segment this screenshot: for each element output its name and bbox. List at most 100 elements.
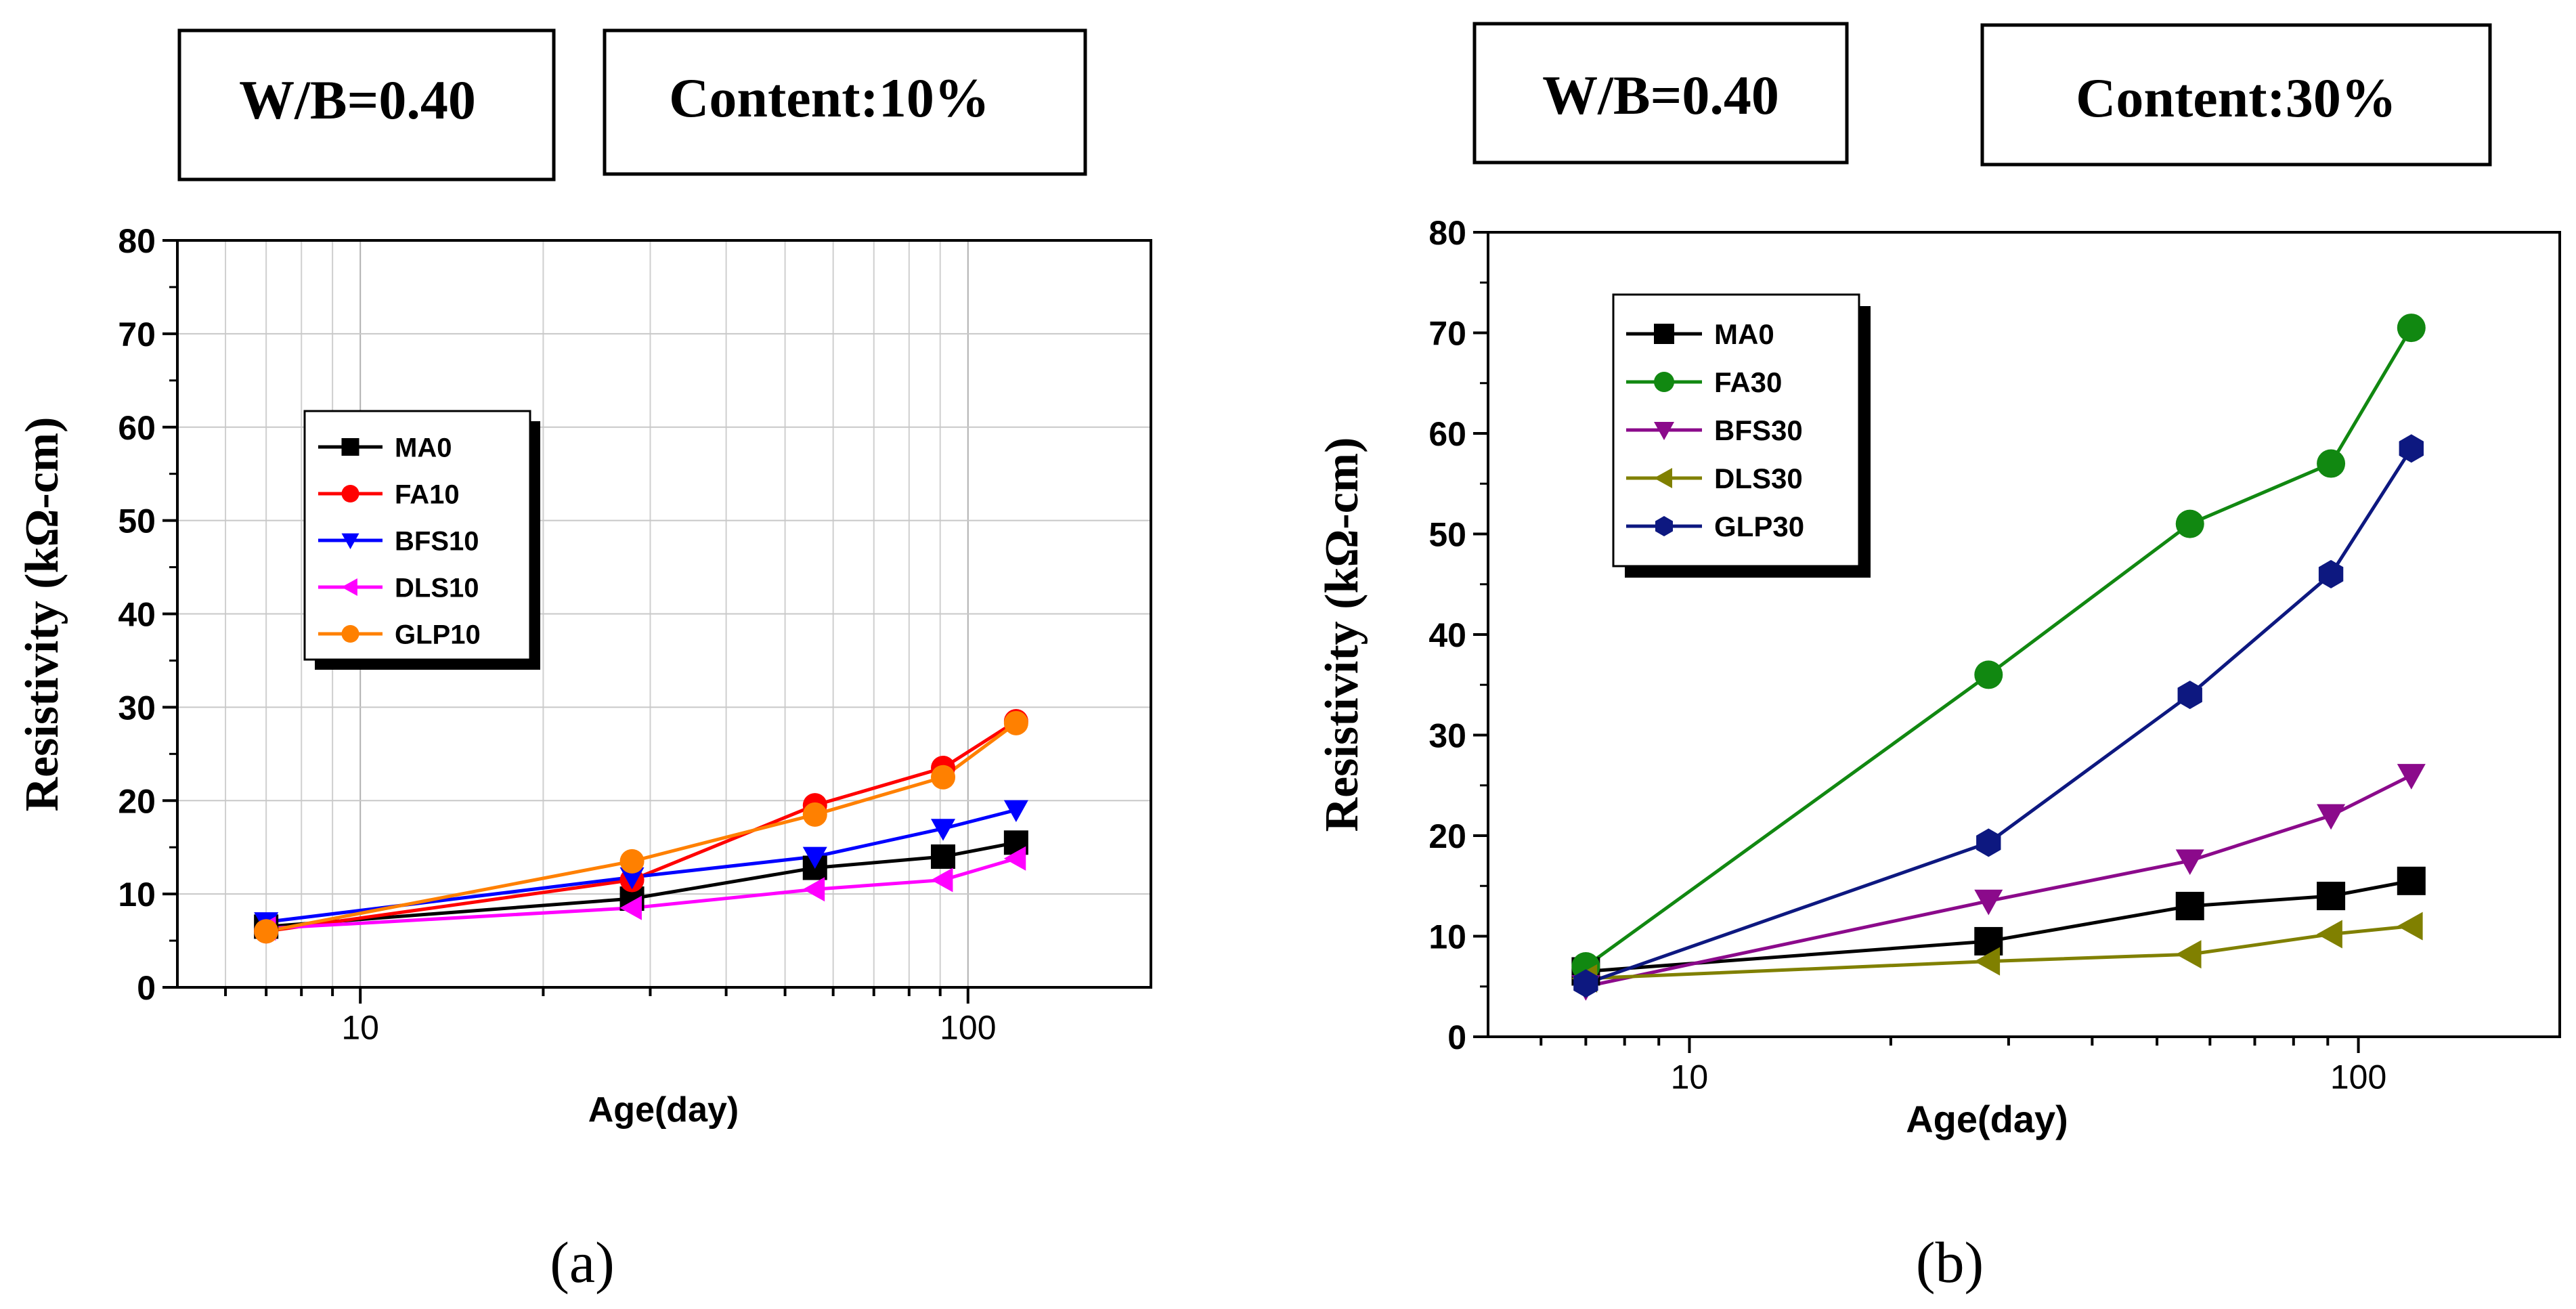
data-point-dls10 — [619, 895, 642, 920]
data-point-glp30 — [1976, 828, 2001, 857]
y-tick-label: 30 — [118, 689, 156, 727]
data-point-dls30 — [1974, 947, 2001, 976]
x-tick-label: 100 — [2330, 1058, 2386, 1096]
data-point-dls30 — [2397, 911, 2423, 941]
legend-label-ma0: MA0 — [395, 433, 452, 463]
legend-marker-dls10 — [341, 578, 357, 596]
ticks-a: 0 10 20 30 40 50 60 70 80 10 100 — [118, 222, 996, 1047]
legend-label-bfs10: BFS10 — [395, 526, 479, 556]
x-axis-label-a: Age(day) — [588, 1090, 739, 1130]
data-point-dls10 — [802, 877, 825, 902]
legend-marker-ma0 — [1654, 324, 1674, 344]
legend-items-b: MA0 FA30 BFS30 DLS30 GLP30 — [1626, 318, 1804, 542]
legend-marker-glp10 — [341, 625, 359, 643]
y-tick-label: 40 — [118, 596, 156, 634]
data-point-glp30 — [1573, 969, 1598, 998]
y-tick-label: 60 — [1428, 415, 1466, 453]
content-text-a: Content:10% — [669, 67, 990, 129]
wb-box-b — [1472, 22, 1849, 165]
legend-label-bfs30: BFS30 — [1714, 414, 1803, 446]
data-point-bfs10 — [931, 819, 956, 841]
data-point-glp10 — [931, 765, 956, 790]
y-tick-label: 30 — [1428, 717, 1466, 755]
legend-b: MA0 FA30 BFS30 DLS30 GLP30 — [1612, 293, 1871, 578]
legend-marker-glp30 — [1655, 516, 1673, 536]
data-point-ma0 — [2397, 866, 2426, 895]
y-tick-label: 20 — [1428, 817, 1466, 855]
x-tick-label: 100 — [940, 1009, 996, 1047]
content-box-a — [603, 28, 1087, 176]
data-point-glp30 — [2318, 559, 2344, 588]
data-point-dls10 — [931, 867, 953, 893]
x-axis-label-b: Age(day) — [1906, 1098, 2068, 1140]
legend-marker-ma0 — [341, 438, 359, 456]
y-tick-label: 70 — [1428, 315, 1466, 353]
y-tick-label: 50 — [118, 502, 156, 540]
legend-a: MA0 FA10 BFS10 DLS10 GLP10 — [303, 410, 540, 670]
y-tick-label: 80 — [1428, 214, 1466, 252]
data-point-fa30 — [2317, 449, 2346, 478]
legend-marker-bfs30 — [1654, 422, 1674, 440]
panel-b: W/B=0.40 Content:30% 0 10 20 30 40 50 60 70 80 10… — [1316, 22, 2561, 1295]
legend-marker-fa10 — [341, 485, 359, 502]
y-tick-label: 70 — [118, 316, 156, 353]
data-point-glp10 — [619, 849, 645, 874]
data-point-dls30 — [2317, 920, 2342, 949]
legend-label-glp30: GLP30 — [1714, 511, 1804, 542]
data-point-fa30 — [1974, 660, 2003, 689]
data-point-fa30 — [2175, 509, 2204, 538]
data-point-ma0 — [931, 844, 956, 869]
data-point-bfs10 — [1003, 800, 1028, 823]
y-tick-label: 40 — [1428, 616, 1466, 654]
caption-b: (b) — [1916, 1230, 1984, 1295]
plot-area-a: 0 10 20 30 40 50 60 70 80 10 100 — [118, 222, 1152, 1047]
legend-marker-fa30 — [1654, 372, 1674, 392]
data-point-glp10 — [1003, 710, 1028, 735]
series-a — [254, 709, 1028, 944]
data-point-bfs10 — [619, 867, 645, 890]
y-tick-label: 0 — [137, 969, 156, 1007]
y-tick-label: 60 — [118, 409, 156, 447]
y-tick-label: 50 — [1428, 516, 1466, 554]
legend-label-glp10: GLP10 — [395, 620, 481, 649]
y-tick-label: 10 — [118, 876, 156, 914]
content-text-b: Content:30% — [2076, 67, 2397, 129]
legend-marker-dls30 — [1654, 468, 1672, 488]
data-point-glp10 — [254, 919, 279, 944]
legend-items-a: MA0 FA10 BFS10 DLS10 GLP10 — [318, 433, 481, 649]
legend-label-fa30: FA30 — [1714, 366, 1782, 398]
data-point-bfs30 — [2397, 764, 2426, 790]
wb-text-b: W/B=0.40 — [1542, 64, 1779, 126]
legend-marker-bfs10 — [341, 533, 359, 549]
series-b — [1571, 314, 2426, 1001]
data-point-ma0 — [2317, 882, 2346, 911]
panel-a: W/B=0.40 Content:10% 0 10 20 30 40 50 60 70 80 10… — [16, 28, 1152, 1295]
legend-label-fa10: FA10 — [395, 479, 460, 509]
y-axis-label-a: Resistivity (kΩ-cm) — [16, 417, 68, 812]
data-point-glp30 — [2399, 434, 2424, 463]
legend-label-dls10: DLS10 — [395, 573, 479, 603]
data-point-ma0 — [2175, 891, 2204, 920]
data-point-glp10 — [802, 802, 827, 827]
legend-label-dls30: DLS30 — [1714, 463, 1803, 494]
data-point-bfs10 — [802, 846, 827, 869]
ticks-b: 0 10 20 30 40 50 60 70 80 10 100 — [1428, 214, 2386, 1096]
data-point-fa30 — [2397, 314, 2426, 343]
y-tick-label: 10 — [1428, 918, 1466, 956]
y-tick-label: 20 — [118, 782, 156, 820]
x-tick-label: 10 — [341, 1009, 379, 1047]
data-point-glp30 — [2177, 681, 2202, 710]
data-point-bfs30 — [2175, 849, 2204, 876]
y-axis-label-b: Resistivity (kΩ-cm) — [1316, 437, 1368, 832]
legend-label-ma0: MA0 — [1714, 318, 1774, 350]
data-point-bfs30 — [1974, 889, 2003, 916]
plot-area-b: 0 10 20 30 40 50 60 70 80 10 100 — [1428, 214, 2561, 1096]
data-point-dls10 — [1003, 846, 1026, 871]
data-point-dls30 — [2175, 940, 2202, 969]
y-tick-label: 0 — [1447, 1018, 1466, 1056]
x-tick-label: 10 — [1671, 1058, 1709, 1096]
data-point-bfs30 — [2317, 804, 2346, 830]
caption-a: (a) — [550, 1230, 614, 1295]
content-box-b — [1980, 23, 2492, 167]
